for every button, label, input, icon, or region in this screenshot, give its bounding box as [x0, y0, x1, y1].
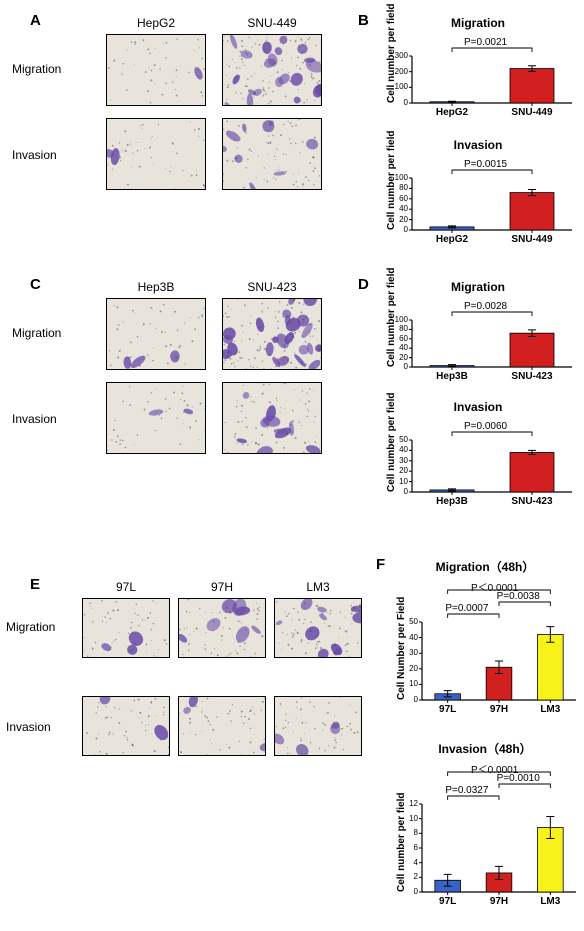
panel-label-a: A: [30, 12, 41, 29]
micrograph: [222, 382, 322, 454]
col-label: Hep3B: [106, 280, 206, 294]
x-tick-label: SNU-423: [502, 371, 562, 382]
y-tick-label: 50: [394, 617, 418, 626]
chart-title: Invasion: [378, 400, 578, 414]
x-tick-label: LM3: [520, 896, 580, 907]
micrograph: [82, 598, 170, 658]
col-label: SNU-449: [222, 16, 322, 30]
chart-title: Invasion（48h）: [388, 740, 582, 757]
y-tick-label: 100: [384, 315, 408, 324]
row-label: Invasion: [6, 720, 51, 734]
y-tick-label: 40: [384, 204, 408, 213]
chart-title: Migration（48h）: [388, 558, 582, 575]
bar-chart: MigrationCell number per field0204060801…: [378, 280, 578, 385]
x-tick-label: SNU-449: [502, 107, 562, 118]
micrograph: [106, 34, 206, 106]
y-tick-label: 0: [384, 225, 408, 234]
row-label: Migration: [12, 326, 61, 340]
y-tick-label: 30: [394, 648, 418, 657]
bar-chart: MigrationCell number per field0100200300…: [378, 16, 578, 121]
y-tick-label: 12: [394, 799, 418, 808]
y-tick-label: 60: [384, 334, 408, 343]
y-tick-label: 40: [394, 633, 418, 642]
y-tick-label: 80: [384, 183, 408, 192]
y-tick-label: 0: [384, 487, 408, 496]
y-tick-label: 10: [394, 814, 418, 823]
y-tick-label: 30: [384, 456, 408, 465]
row-label: Migration: [12, 62, 61, 76]
y-tick-label: 10: [384, 477, 408, 486]
bar-chart: Invasion（48h）Cell number per field024681…: [388, 740, 582, 910]
p-value-label: P=0.0007: [445, 603, 488, 614]
bar-chart: Migration（48h）Cell Number per Field01020…: [388, 558, 582, 718]
y-tick-label: 40: [384, 343, 408, 352]
y-tick-label: 10: [394, 679, 418, 688]
p-value-label: P=0.0028: [464, 301, 507, 312]
x-tick-label: LM3: [520, 704, 580, 715]
bar-chart: InvasionCell number per field02040608010…: [378, 138, 578, 248]
col-label: SNU-423: [222, 280, 322, 294]
y-tick-label: 50: [384, 435, 408, 444]
p-value-label: P＜0.0001: [471, 761, 518, 776]
chart-title: Invasion: [378, 138, 578, 152]
x-tick-label: SNU-423: [502, 496, 562, 507]
x-tick-label: HepG2: [422, 107, 482, 118]
y-tick-label: 0: [384, 98, 408, 107]
y-tick-label: 8: [394, 828, 418, 837]
micrograph: [222, 34, 322, 106]
micrograph: [222, 298, 322, 370]
panel-label-c: C: [30, 276, 41, 293]
y-tick-label: 6: [394, 843, 418, 852]
row-label: Invasion: [12, 148, 57, 162]
y-tick-label: 80: [384, 324, 408, 333]
y-tick-label: 100: [384, 82, 408, 91]
panel-label-d: D: [358, 276, 369, 293]
y-tick-label: 0: [394, 887, 418, 896]
micrograph: [106, 118, 206, 190]
col-label: 97H: [178, 580, 266, 594]
y-tick-label: 0: [394, 695, 418, 704]
micrograph: [106, 298, 206, 370]
row-label: Migration: [6, 620, 55, 634]
micrograph: [106, 382, 206, 454]
y-tick-label: 2: [394, 872, 418, 881]
y-tick-label: 0: [384, 362, 408, 371]
col-label: LM3: [274, 580, 362, 594]
y-tick-label: 300: [384, 51, 408, 60]
y-tick-label: 20: [384, 353, 408, 362]
row-label: Invasion: [12, 412, 57, 426]
micrograph: [222, 118, 322, 190]
p-value-label: P=0.0021: [464, 37, 507, 48]
chart-title: Migration: [378, 16, 578, 30]
micrograph: [178, 598, 266, 658]
y-tick-label: 20: [394, 664, 418, 673]
micrograph: [82, 696, 170, 756]
y-tick-label: 4: [394, 858, 418, 867]
x-tick-label: Hep3B: [422, 371, 482, 382]
col-label: 97L: [82, 580, 170, 594]
bar-chart: InvasionCell number per field01020304050…: [378, 400, 578, 510]
y-tick-label: 20: [384, 466, 408, 475]
y-tick-label: 20: [384, 215, 408, 224]
micrograph: [274, 696, 362, 756]
y-tick-label: 60: [384, 194, 408, 203]
x-tick-label: Hep3B: [422, 496, 482, 507]
y-tick-label: 100: [384, 173, 408, 182]
p-value-label: P＜0.0001: [471, 579, 518, 594]
col-label: HepG2: [106, 16, 206, 30]
p-value-label: P=0.0327: [445, 785, 488, 796]
y-tick-label: 200: [384, 67, 408, 76]
micrograph: [274, 598, 362, 658]
micrograph: [178, 696, 266, 756]
panel-label-f: F: [376, 556, 385, 573]
x-tick-label: HepG2: [422, 234, 482, 245]
y-tick-label: 40: [384, 445, 408, 454]
p-value-label: P=0.0060: [464, 421, 507, 432]
chart-title: Migration: [378, 280, 578, 294]
p-value-label: P=0.0015: [464, 159, 507, 170]
x-tick-label: SNU-449: [502, 234, 562, 245]
panel-label-e: E: [30, 576, 40, 593]
panel-label-b: B: [358, 12, 369, 29]
